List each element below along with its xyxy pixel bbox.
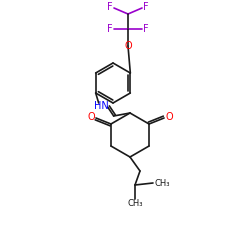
Text: HN: HN xyxy=(94,101,109,111)
Text: O: O xyxy=(87,112,95,122)
Text: F: F xyxy=(143,24,149,34)
Text: F: F xyxy=(107,2,113,12)
Text: CH₃: CH₃ xyxy=(154,178,170,188)
Text: F: F xyxy=(107,24,113,34)
Text: CH₃: CH₃ xyxy=(127,200,143,208)
Text: F: F xyxy=(143,2,149,12)
Text: O: O xyxy=(124,41,132,51)
Text: O: O xyxy=(165,112,173,122)
